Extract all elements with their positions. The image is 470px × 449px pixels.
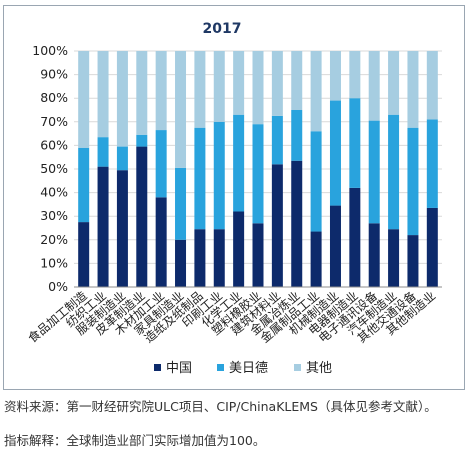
source-note: 资料来源：第一财经研究院ULC项目、CIP/ChinaKLEMS（具体见参考文献… [4,399,437,414]
y-tick-label: 10% [40,255,68,270]
bar-segment [155,51,167,131]
bar-segment [349,98,361,188]
bar-segment [175,167,187,240]
bar-segment [271,164,283,287]
chart-frame: 2017 0% 10% 20% 30% 40% 50% 60% 70% 80% 90% 100% 食… [3,5,465,390]
bar-segment [329,100,341,206]
bar-segment [426,51,438,120]
bar-segment [329,51,341,101]
y-tick-label: 50% [40,161,68,176]
bar-segment [252,51,264,125]
y-tick-label: 0% [48,279,68,294]
y-tick-label: 70% [40,114,68,129]
bar-segment [194,127,206,230]
bar-segment [252,223,264,287]
bar-segment [213,229,225,287]
y-tick-label: 20% [40,232,68,247]
legend-swatch [217,364,224,371]
y-tick-label: 60% [40,137,68,152]
bar-segment [136,51,148,135]
legend-label: 中国 [166,361,192,376]
bar-segment [233,51,245,115]
bar-segment [407,51,419,128]
bar-segment [329,205,341,287]
bar-segment [116,51,128,147]
bar-segment [291,160,303,287]
bar-segment [97,137,109,167]
y-tick-label: 90% [40,67,68,82]
y-tick-label: 80% [40,90,68,105]
bar-segment [388,114,400,230]
bar-segment [78,51,90,148]
bar-segment [368,120,380,224]
bar-segment [233,114,245,212]
bar-segment [349,187,361,287]
y-tick-label: 30% [40,208,68,223]
bar-segment [155,130,167,198]
bar-segment [368,223,380,287]
bar-segment [116,170,128,287]
bar-segment [78,147,90,223]
x-axis: 食品加工制造纺织工业服装制造业皮革制造业木材加工业家具制造业造纸及纸制品印刷工业… [25,288,438,346]
legend-label: 美日德 [229,361,268,376]
bar-segment [368,51,380,121]
bar-segment [175,239,187,287]
bar-segment [136,146,148,287]
bar-segment [213,51,225,122]
legend: 中国 美日德 其他 [154,361,332,376]
bar-segment [271,51,283,116]
bars [78,51,438,287]
bar-segment [233,211,245,287]
bar-segment [175,51,187,168]
bar-segment [407,127,419,236]
y-tick-label: 100% [32,43,68,58]
bar-segment [407,235,419,287]
bar-segment [97,166,109,287]
y-axis: 0% 10% 20% 30% 40% 50% 60% 70% 80% 90% 100% [32,43,442,294]
bar-segment [310,131,322,232]
bar-segment [388,229,400,287]
bar-segment [194,229,206,287]
indicator-note: 指标解释：全球制造业部门实际增加值为100。 [4,433,266,448]
bar-segment [136,134,148,147]
bar-segment [97,51,109,138]
bar-segment [213,121,225,230]
bar-segment [271,115,283,165]
chart-title: 2017 [203,21,242,37]
bar-segment [252,124,264,224]
bar-segment [194,51,206,128]
bar-segment [388,51,400,115]
y-tick-label: 40% [40,185,68,200]
legend-swatch [294,364,301,371]
stacked-bar-chart: 2017 0% 10% 20% 30% 40% 50% 60% 70% 80% 90% 100% 食… [25,21,442,376]
legend-swatch [154,364,161,371]
bar-segment [78,222,90,287]
bar-segment [426,119,438,208]
bar-segment [116,146,128,171]
bar-segment [155,197,167,287]
bar-segment [310,51,322,132]
bar-segment [291,110,303,161]
bar-segment [426,207,438,287]
bar-segment [310,231,322,287]
bar-segment [349,51,361,99]
bar-segment [291,51,303,110]
legend-label: 其他 [306,361,332,376]
